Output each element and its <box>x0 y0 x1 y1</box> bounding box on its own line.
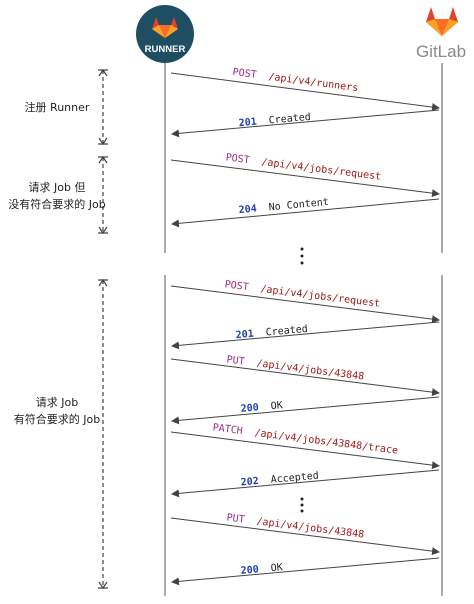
message-status-code: 201 <box>238 117 257 130</box>
message-status-code: 202 <box>240 476 259 489</box>
svg-text:202 Accepted: 202 Accepted <box>240 471 319 489</box>
message-status-text: Created <box>268 112 311 127</box>
svg-text:POST /api/v4/jobs/reques: POST /api/v4/jobs/request <box>225 152 382 183</box>
phase-label-with-job-line2: 有符合要求的 Job <box>14 412 100 426</box>
phase-label-register: 注册 Runner <box>25 100 90 114</box>
svg-text:PUT /api/v4/jobs/43848: PUT /api/v4/jobs/43848 <box>226 512 365 540</box>
message-status-text: OK <box>270 400 283 412</box>
continuation-dots-2 <box>300 497 304 513</box>
svg-text:POST /api/v4/runners: POST /api/v4/runners <box>232 67 359 94</box>
phase-label-with-job-line1: 请求 Job <box>36 396 78 409</box>
message-ok-final-response: 200 OK <box>171 557 440 586</box>
message-verb: PATCH <box>212 422 243 437</box>
message-accepted-response: 202 Accepted <box>171 469 440 498</box>
message-put-job: PUT /api/v4/jobs/43848 <box>170 354 440 397</box>
svg-text:PATCH /api/v4/jobs/43848: PATCH /api/v4/jobs/43848/trace <box>212 422 399 456</box>
message-status-text: Accepted <box>270 471 319 486</box>
message-request-job: POST /api/v4/jobs/request <box>170 279 440 324</box>
message-verb: POST <box>224 279 249 293</box>
phase-bracket-register <box>98 68 108 146</box>
message-status-code: 204 <box>238 204 257 217</box>
svg-text:POST /api/v4/jobs/reques: POST /api/v4/jobs/request <box>224 279 381 310</box>
message-status-code: 200 <box>240 402 259 415</box>
runner-fox-icon <box>152 17 178 38</box>
message-created-response: 201 Created <box>171 321 440 350</box>
phase-bracket-no-job <box>98 155 108 235</box>
svg-text:201 Created: 201 Created <box>235 324 308 341</box>
phase-label-no-job-line2: 没有符合要求的 Job <box>8 197 105 211</box>
message-ok-response: 200 OK <box>171 396 440 425</box>
message-put-job-final: PUT /api/v4/jobs/43848 <box>170 512 440 556</box>
message-status-text: OK <box>270 562 283 574</box>
message-patch-trace: PATCH /api/v4/jobs/43848/trace <box>170 422 440 470</box>
runner-actor: RUNNER <box>136 5 194 63</box>
message-path: /api/v4/jobs/43848/trace <box>254 428 399 457</box>
svg-text:201 Created: 201 Created <box>238 112 311 129</box>
message-status-text: No Content <box>268 197 329 214</box>
message-request-no-job: POST /api/v4/jobs/request <box>170 152 440 198</box>
gitlab-actor: GitLab <box>416 7 466 61</box>
message-verb: POST <box>232 67 257 81</box>
message-verb: PUT <box>226 512 245 525</box>
message-verb: PUT <box>226 354 245 367</box>
svg-text:200 OK: 200 OK <box>240 400 283 415</box>
message-path: /api/v4/runners <box>268 72 359 95</box>
message-path: /api/v4/jobs/43848 <box>256 516 365 540</box>
message-status-code: 201 <box>235 329 254 342</box>
message-register-request: POST /api/v4/runners <box>170 67 440 112</box>
message-status-code: 200 <box>240 564 259 577</box>
phase-label-no-job-line1: 请求 Job 但 <box>29 181 86 194</box>
phase-bracket-with-job <box>98 278 108 590</box>
message-path: /api/v4/jobs/43848 <box>256 358 365 382</box>
svg-text:200 OK: 200 OK <box>240 562 283 577</box>
message-path: /api/v4/jobs/request <box>260 284 381 310</box>
runner-badge-text: RUNNER <box>145 44 186 55</box>
message-status-text: Created <box>265 324 308 339</box>
message-verb: POST <box>225 152 250 166</box>
continuation-dots <box>300 247 304 265</box>
gitlab-fox-icon <box>426 7 458 36</box>
message-register-response: 201 Created <box>171 109 440 138</box>
message-no-content-response: 204 No Content <box>171 197 440 228</box>
gitlab-label: GitLab <box>416 42 466 61</box>
